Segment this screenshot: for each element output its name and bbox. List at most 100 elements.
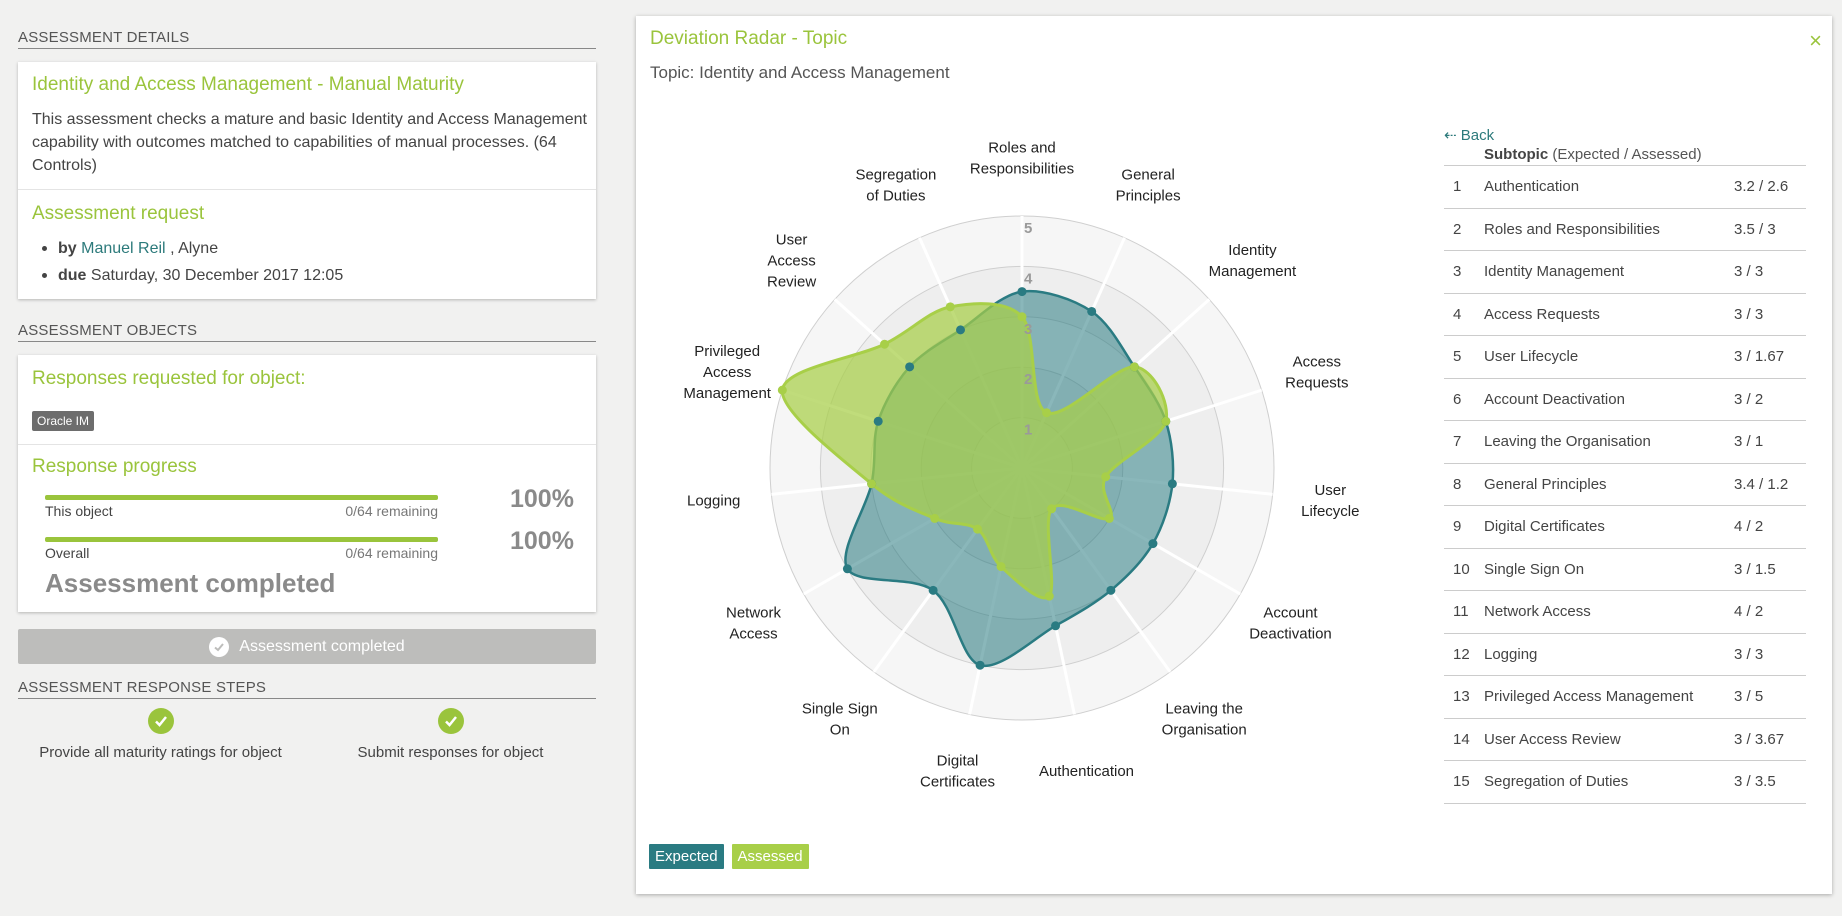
legend-assessed[interactable]: Assessed — [731, 844, 809, 869]
table-row[interactable]: 9 Digital Certificates 4 / 2 — [1444, 506, 1806, 549]
row-value: 3 / 1.67 — [1734, 348, 1785, 366]
object-tag[interactable]: Oracle IM — [32, 411, 95, 431]
axis-label: Roles and Responsibilities — [970, 140, 1074, 178]
expected-point — [956, 325, 966, 335]
table-row[interactable]: 2 Roles and Responsibilities 3.5 / 3 — [1444, 209, 1806, 251]
step-submit-responses-label: Submit responses for object — [357, 744, 544, 761]
table-row[interactable]: 1 Authentication 3.2 / 2.6 — [1444, 166, 1806, 209]
table-row[interactable]: 14 User Access Review 3 / 3.67 — [1444, 719, 1806, 761]
progress-heading: Response progress — [32, 456, 197, 477]
table-row[interactable]: 3 Identity Management 3 / 3 — [1444, 251, 1806, 294]
row-number: 5 — [1453, 348, 1462, 366]
row-label: Segregation of Duties — [1484, 773, 1629, 791]
row-value: 3.5 / 3 — [1734, 220, 1776, 238]
check-icon — [147, 708, 174, 734]
axis-label-line: Account — [1263, 605, 1318, 622]
row-number: 7 — [1453, 433, 1462, 451]
table-row[interactable]: 5 User Lifecycle 3 / 1.67 — [1444, 336, 1806, 379]
expected-point — [1106, 585, 1116, 595]
expected-point — [1148, 539, 1158, 549]
row-value: 3 / 2 — [1734, 390, 1764, 408]
row-label: Identity Management — [1484, 263, 1625, 281]
row-label: Authentication — [1484, 178, 1580, 196]
assessed-point — [1044, 591, 1054, 601]
table-row[interactable]: 7 Leaving the Organisation 3 / 1 — [1444, 421, 1806, 464]
overall-label: Overall — [45, 545, 90, 561]
table-header-subtopic: Subtopic — [1484, 146, 1549, 163]
close-icon[interactable]: × — [1809, 28, 1822, 53]
row-value: 3 / 3 — [1734, 645, 1764, 663]
axis-label-line: General — [1121, 166, 1174, 183]
radar-tick-label: 4 — [1024, 270, 1033, 287]
axis-label-line: User — [1314, 482, 1346, 499]
back-label: Back — [1460, 127, 1495, 144]
responses-heading: Responses requested for object: — [32, 368, 306, 389]
axis-label-line: Identity — [1228, 242, 1277, 259]
back-link[interactable]: ⇠ Back — [1444, 126, 1494, 144]
axis-label-line: Logging — [687, 492, 740, 509]
radar-tick-label: 5 — [1024, 220, 1032, 237]
assessed-point — [1104, 513, 1114, 523]
request-heading: Assessment request — [32, 203, 205, 224]
expected-point — [1051, 621, 1061, 631]
axis-label-line: User — [776, 232, 808, 249]
request-due: due Saturday, 30 December 2017 12:05 — [41, 262, 344, 289]
row-number: 3 — [1453, 263, 1462, 281]
assessment-description: This assessment checks a mature and basi… — [32, 111, 587, 174]
axis-label-line: Lifecycle — [1301, 503, 1359, 520]
legend-expected[interactable]: Expected — [649, 844, 724, 869]
details-heading: ASSESSMENT DETAILS — [18, 29, 596, 49]
steps-heading: ASSESSMENT RESPONSE STEPS — [18, 679, 596, 699]
table-row[interactable]: 12 Logging 3 / 3 — [1444, 634, 1806, 676]
table-row[interactable]: 11 Network Access 4 / 2 — [1444, 591, 1806, 634]
axis-label-line: Review — [767, 274, 816, 291]
row-label: User Lifecycle — [1484, 348, 1579, 366]
table-row[interactable]: 4 Access Requests 3 / 3 — [1444, 294, 1806, 336]
axis-label: Single Sign On — [802, 700, 878, 738]
table-row[interactable]: 6 Account Deactivation 3 / 2 — [1444, 379, 1806, 421]
radar-chart: 1 2 3 4 5 Roles and Responsibilities General Pri… — [683, 140, 1359, 791]
table-row[interactable]: 10 Single Sign On 3 / 1.5 — [1444, 549, 1806, 591]
requester-link[interactable]: Manuel Reil — [81, 240, 166, 257]
due-value: Saturday, 30 December 2017 12:05 — [90, 267, 344, 284]
axis-label-line: Digital — [937, 753, 979, 770]
check-icon — [437, 708, 464, 734]
table-row[interactable]: 8 General Principles 3.4 / 1.2 — [1444, 464, 1806, 506]
row-number: 1 — [1453, 178, 1462, 196]
row-number: 8 — [1453, 475, 1462, 493]
axis-label: Leaving the Organisation — [1162, 700, 1247, 738]
axis-label-line: Network — [726, 605, 782, 622]
row-value: 3 / 1 — [1734, 433, 1764, 451]
row-label: Digital Certificates — [1484, 518, 1605, 536]
axis-label-line: Access — [729, 626, 777, 643]
assessment-completed-button[interactable]: Assessment completed — [18, 629, 596, 664]
expected-point — [873, 416, 883, 426]
table-header: Subtopic (Expected / Assessed) — [1444, 146, 1806, 166]
step-provide-ratings-label: Provide all maturity ratings for object — [39, 744, 282, 761]
expected-point — [905, 362, 915, 372]
assessed-point — [1101, 472, 1111, 482]
axis-label-line: Responsibilities — [970, 161, 1074, 178]
row-value: 3 / 5 — [1734, 688, 1764, 706]
due-label: due — [58, 267, 87, 284]
axis-label-line: Privileged — [694, 343, 760, 360]
radar-tick-label: 3 — [1024, 321, 1032, 338]
radar-tick-label: 2 — [1024, 371, 1032, 388]
axis-label-line: Single Sign — [802, 700, 878, 717]
row-number: 4 — [1453, 305, 1462, 323]
table-row[interactable]: 13 Privileged Access Management 3 / 5 — [1444, 676, 1806, 719]
axis-label-line: Deactivation — [1249, 626, 1332, 643]
axis-label: Logging — [687, 492, 740, 509]
assessed-point — [1161, 416, 1171, 426]
axis-label: User Access Review — [767, 232, 816, 291]
panel-subtitle: Topic: Identity and Access Management — [650, 63, 950, 82]
table-body: 1 Authentication 3.2 / 2.6 2 Roles and Respo… — [1444, 166, 1806, 804]
row-value: 3.2 / 2.6 — [1734, 178, 1789, 196]
table-row[interactable]: 15 Segregation of Duties 3 / 3.5 — [1444, 761, 1806, 804]
axis-label: Digital Certificates — [920, 753, 995, 791]
this-object-label: This object — [45, 503, 113, 519]
axis-label: Access Requests — [1285, 354, 1348, 392]
row-label: General Principles — [1484, 475, 1607, 493]
row-label: Roles and Responsibilities — [1484, 220, 1660, 238]
this-object-percent: 100% — [510, 485, 574, 513]
